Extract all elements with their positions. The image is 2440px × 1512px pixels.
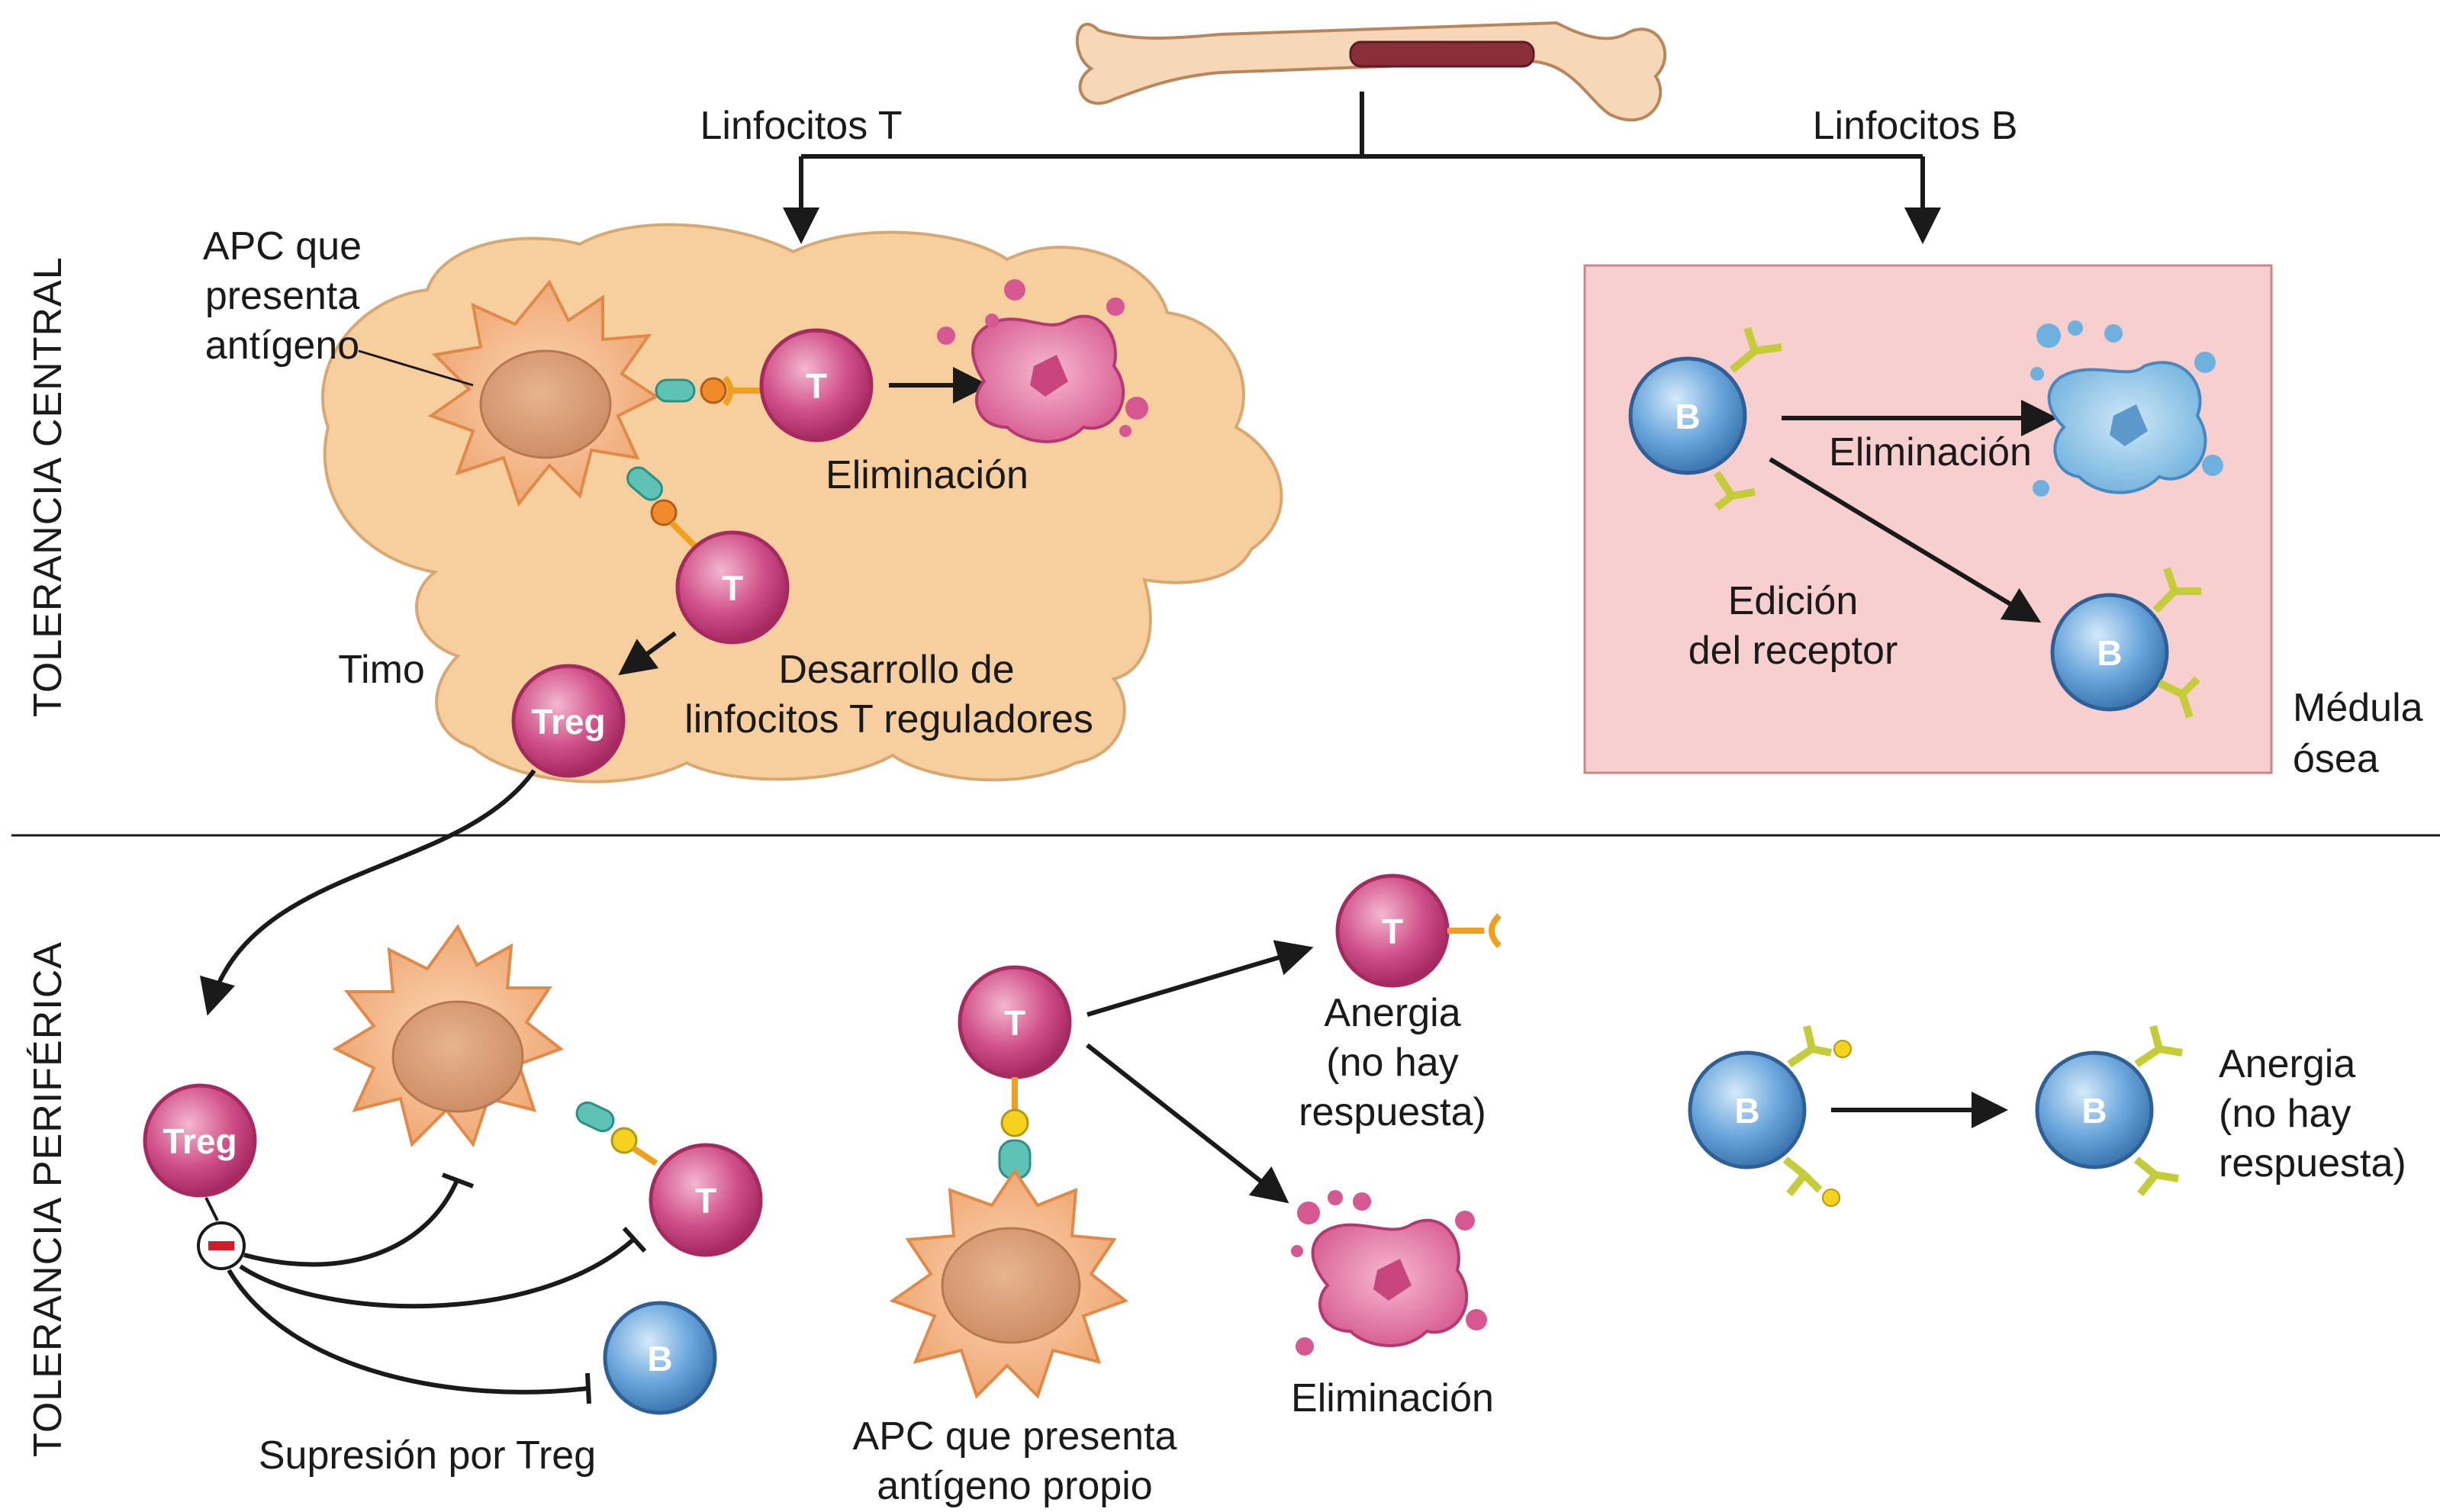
- thymic-t-cell-letter: T: [806, 366, 827, 406]
- apc-label-2: presenta: [205, 274, 359, 318]
- treg-migration-arrow: [200, 769, 536, 1016]
- peripheral-tolerance-label: TOLERANCIA PERIFÉRICA: [26, 941, 70, 1457]
- thymic-t-cell-2: [675, 530, 790, 645]
- dying-b-cell: [2030, 320, 2223, 497]
- lineage-arrows: [783, 92, 1941, 244]
- marrow-label-1: Médula: [2293, 686, 2423, 730]
- inhibition-icon: [197, 1221, 246, 1270]
- marrow-label-2: ósea: [2293, 737, 2379, 781]
- peripheral-tcr-mhc: [575, 1101, 658, 1166]
- t-anergy-label-3: respuesta): [1299, 1090, 1486, 1134]
- self-apc-cell: [889, 1168, 1129, 1399]
- suppressed-b-letter: B: [647, 1339, 672, 1378]
- receptor-editing-arrow: [1769, 457, 2042, 623]
- suppressed-apc-cell: [332, 924, 565, 1148]
- self-apc-label-1: APC que presenta: [853, 1414, 1177, 1459]
- peripheral-t-letter: T: [1004, 1003, 1025, 1043]
- self-antigen-tcr-mhc: [998, 1077, 1032, 1180]
- suppressed-b-cell: [603, 1301, 717, 1415]
- thymic-t-cell: [759, 328, 874, 442]
- anergy-arrow: [1086, 940, 1314, 1017]
- peripheral-treg-cell: [143, 1083, 257, 1198]
- suppressed-t-letter: T: [695, 1181, 716, 1221]
- thymus-tcr-mhc-1: [655, 375, 767, 407]
- b-anergy-label-3: respuesta): [2219, 1141, 2406, 1185]
- treg-development-arrow: [618, 631, 677, 676]
- thymus-elimination-label: Eliminación: [826, 453, 1028, 497]
- treg-development-label-2: linfocitos T reguladores: [684, 697, 1093, 742]
- thymic-treg-cell: [511, 664, 626, 778]
- bone-icon: [1075, 21, 1667, 122]
- apc-label-1: APC que: [203, 224, 362, 269]
- anergic-b-cell: [2035, 1025, 2183, 1197]
- treg-development-label-1: Desarrollo de: [778, 648, 1014, 692]
- suppressed-t-cell: [649, 1143, 763, 1257]
- receptor-editing-label-1: Edición: [1728, 579, 1859, 623]
- t-lymphocytes-label: Linfocitos T: [700, 104, 903, 148]
- peripheral-elimination-label: Eliminación: [1291, 1376, 1494, 1420]
- b-anergy-label-2: (no hay: [2219, 1092, 2351, 1136]
- marrow-elimination-label: Eliminación: [1829, 430, 2032, 475]
- t-anergy-label-1: Anergia: [1324, 991, 1460, 1035]
- anergic-t-letter: T: [1382, 912, 1403, 951]
- peripheral-b-cell: [1688, 1025, 1852, 1207]
- b-lymphocytes-label: Linfocitos B: [1813, 104, 2018, 148]
- thymic-t-cell-2-letter: T: [722, 568, 743, 608]
- edited-b-cell: [2050, 567, 2201, 719]
- suppression-lines: [227, 1173, 647, 1404]
- peripheral-treg-letter: Treg: [163, 1121, 237, 1161]
- marrow-b-letter: B: [1675, 397, 1700, 436]
- t-anergy-label-2: (no hay: [1326, 1041, 1458, 1085]
- marrow-b-cell: [1628, 327, 1782, 510]
- thymic-apc-cell: [427, 279, 659, 507]
- self-apc-label-2: antígeno propio: [877, 1464, 1152, 1508]
- peripheral-b-letter: B: [1734, 1091, 1759, 1131]
- dying-t-cell: [937, 279, 1148, 443]
- apc-label-3: antígeno: [205, 323, 359, 368]
- central-tolerance-label: TOLERANCIA CENTRAL: [26, 256, 70, 717]
- edited-b-letter: B: [2097, 633, 2122, 673]
- peripheral-elimination-arrow: [1086, 1043, 1289, 1204]
- treg-inhibition-link: [204, 1197, 219, 1221]
- bone-marrow-box: [1583, 264, 2273, 774]
- suppression-label: Supresión por Treg: [259, 1433, 596, 1478]
- b-anergy-label-1: Anergia: [2219, 1042, 2355, 1086]
- thymic-treg-letter: Treg: [531, 702, 605, 742]
- apc-pointer-line: [358, 349, 474, 387]
- receptor-editing-label-2: del receptor: [1688, 629, 1898, 673]
- thymus-label: Timo: [338, 648, 425, 692]
- thymus-tcr-mhc-2: [626, 466, 700, 552]
- peripheral-dying-t-cell: [1291, 1190, 1487, 1356]
- anergic-t-cell: [1335, 873, 1502, 988]
- anergic-b-letter: B: [2081, 1091, 2107, 1131]
